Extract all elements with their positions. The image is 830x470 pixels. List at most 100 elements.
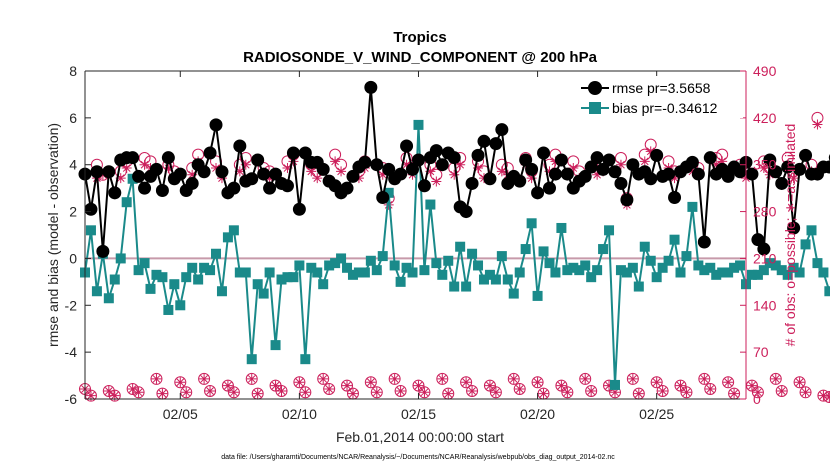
bias-marker [85, 225, 96, 236]
obs-possible-marker [460, 376, 473, 389]
bias-marker [336, 253, 347, 264]
bias-marker [657, 262, 668, 273]
obs-assimilated-marker [401, 159, 412, 170]
bias-marker [121, 197, 132, 208]
obs-assimilated-marker [681, 387, 692, 398]
rmse-marker [382, 162, 396, 176]
obs-assimilated-marker [371, 387, 382, 398]
bias-marker [419, 265, 430, 276]
obs-assimilated-marker [121, 163, 132, 174]
bias-marker [324, 260, 335, 271]
obs-possible-marker [227, 386, 240, 399]
bias-marker [133, 265, 144, 276]
rmse-marker [614, 176, 628, 190]
obs-assimilated-marker [699, 373, 710, 384]
rmse-marker [394, 167, 408, 181]
rmse-marker [822, 160, 830, 174]
rmse-marker [608, 165, 622, 179]
obs-assimilated-marker [562, 387, 573, 398]
rmse-marker [358, 155, 372, 169]
obs-assimilated-marker [687, 166, 698, 177]
bias-marker [163, 304, 174, 315]
obs-possible-marker [799, 386, 812, 399]
bias-marker [103, 293, 114, 304]
obs-assimilated-marker [746, 380, 757, 391]
bias-marker [788, 262, 799, 273]
rmse-marker [149, 162, 163, 176]
rmse-marker [733, 165, 747, 179]
rmse-marker [102, 165, 116, 179]
obs-assimilated-marker [365, 377, 376, 388]
rmse-marker [757, 242, 771, 256]
bias-marker [401, 262, 412, 273]
rmse-marker [554, 153, 568, 167]
x-tick-label: 02/05 [163, 406, 198, 422]
axes-group: -6 -4 -2 0 2 4 6 8 0 70 140 210 280 350 420 490 02/05 02/… [65, 63, 777, 422]
bias-marker [639, 241, 650, 252]
rmse-marker [793, 162, 807, 176]
obs-assimilated-marker [490, 387, 501, 398]
rmse-marker [519, 153, 533, 167]
rmse-marker [233, 139, 247, 153]
bias-marker [443, 255, 454, 266]
obs-assimilated-marker [711, 159, 722, 170]
obs-possible-marker [531, 376, 544, 389]
bias-marker [806, 225, 817, 236]
obs-assimilated-marker [264, 173, 275, 184]
obs-possible-marker [275, 384, 288, 397]
chart-title: Tropics [393, 29, 446, 46]
bias-marker [508, 288, 519, 299]
obs-assimilated-marker [705, 383, 716, 394]
bias-marker [627, 262, 638, 273]
rmse-marker [108, 186, 122, 200]
bias-marker [478, 274, 489, 285]
obs-assimilated-marker [228, 387, 239, 398]
obs-assimilated-marker [395, 385, 406, 396]
rmse-marker [96, 244, 110, 258]
bias-marker [342, 262, 353, 273]
y-tick-label: -2 [65, 297, 78, 313]
obs-assimilated-marker [103, 385, 114, 396]
obs-assimilated-marker [163, 163, 174, 174]
obs-possible-marker [299, 386, 312, 399]
rmse-marker [584, 160, 598, 174]
rmse-marker [298, 146, 312, 160]
bias-marker [752, 269, 763, 280]
bias-marker [544, 258, 555, 269]
bias-marker [252, 279, 263, 290]
obs-assimilated-marker [377, 169, 388, 180]
obs-possible-marker [489, 386, 502, 399]
rmse-marker [477, 134, 491, 148]
obs-possible-marker [513, 382, 526, 395]
obs-possible-marker [436, 372, 449, 385]
y-right-tick-label: 210 [753, 250, 777, 266]
bias-marker [353, 267, 364, 278]
obs-assimilated-marker [347, 388, 358, 399]
bias-marker [359, 267, 370, 278]
bias-marker [258, 288, 269, 299]
obs-assimilated-marker [425, 166, 436, 177]
obs-possible-marker [483, 379, 496, 392]
rmse-marker [138, 181, 152, 195]
bias-marker [758, 265, 769, 276]
bias-marker [562, 265, 573, 276]
rmse-marker [411, 153, 425, 167]
rmse-marker [417, 179, 431, 193]
rmse-marker [269, 167, 283, 181]
x-tick-label: 02/20 [520, 406, 555, 422]
y-right-tick-label: 0 [753, 391, 761, 407]
obs-possible-marker [698, 372, 711, 385]
bias-marker [604, 225, 615, 236]
obs-assimilated-marker [211, 163, 222, 174]
bias-marker [270, 340, 281, 351]
bias-marker [705, 262, 716, 273]
y-axis-label: rmse and bias (model - observation) [45, 123, 61, 347]
rmse-marker [132, 169, 146, 183]
obs-assimilated-marker [443, 388, 454, 399]
obs-possible-marker [650, 376, 663, 389]
rmse-marker [203, 146, 217, 160]
rmse-marker [769, 165, 783, 179]
bias-marker [538, 246, 549, 257]
data-file-footnote: data file: /Users/gharamti/Documents/NCA… [221, 454, 615, 461]
bias-marker [264, 267, 275, 278]
